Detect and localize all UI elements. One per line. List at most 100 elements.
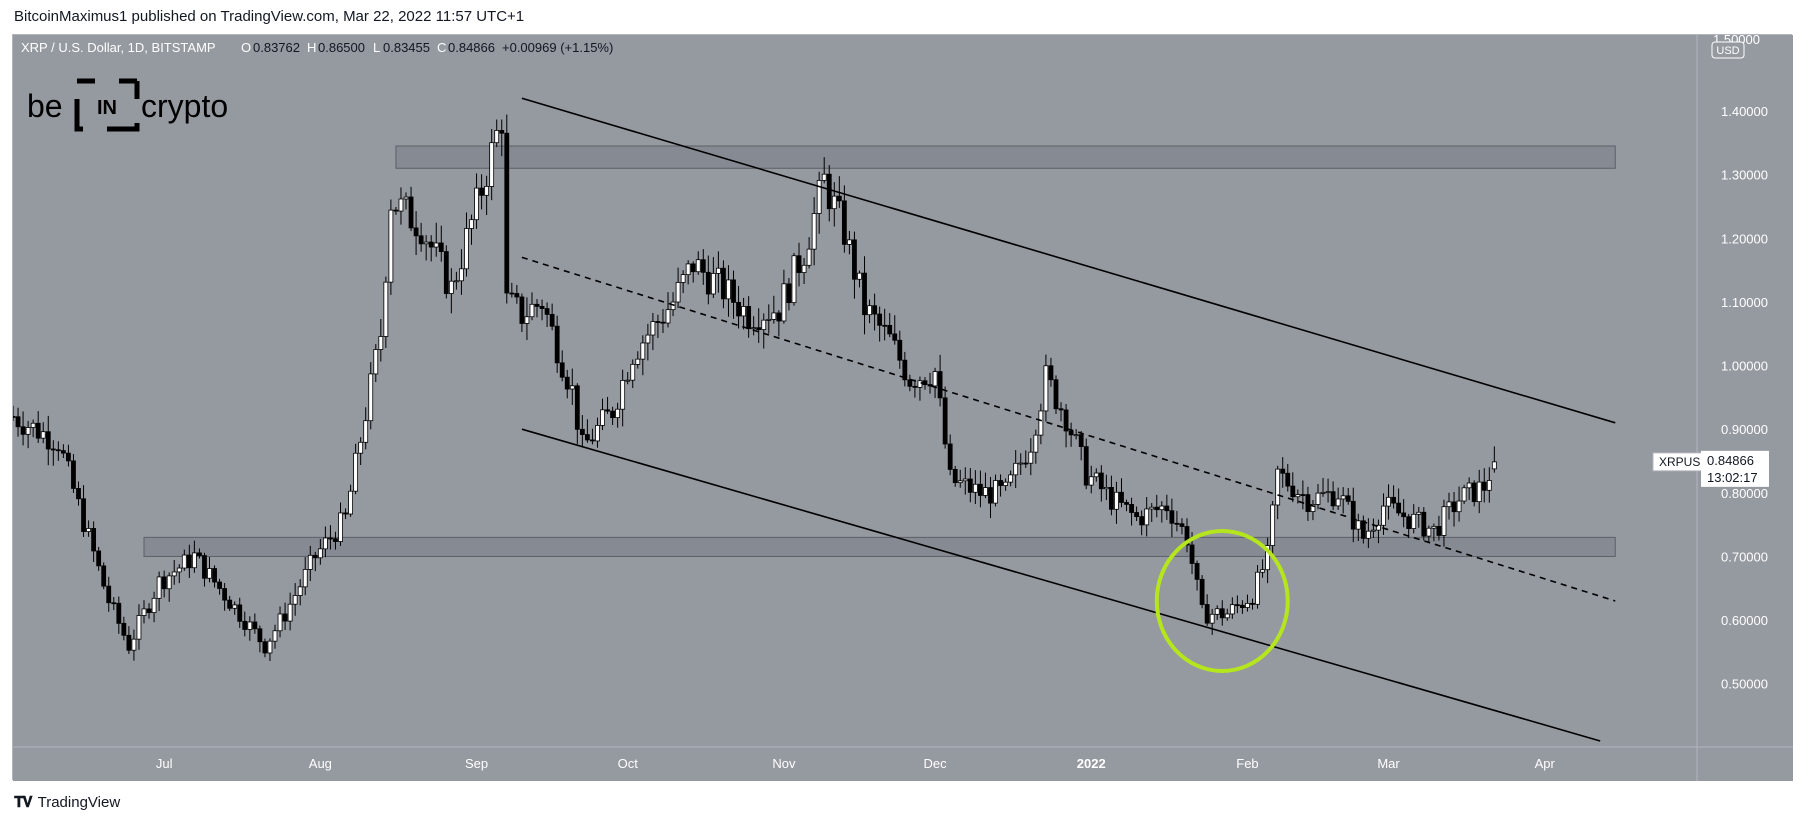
candle-down — [574, 385, 580, 430]
candle-down — [549, 313, 555, 327]
candle-up — [741, 306, 746, 317]
candle-down — [937, 371, 943, 399]
candle-up — [983, 487, 988, 496]
candle-up — [1103, 487, 1109, 490]
time-axis[interactable]: Jul Aug Sep Oct Nov Dec 2022 Feb Mar Apr — [156, 756, 1556, 771]
candle-up — [595, 425, 600, 442]
candle-down — [408, 196, 414, 229]
candle-up — [726, 279, 731, 300]
candle-up — [378, 336, 384, 350]
candle-down — [55, 449, 61, 452]
candle-up — [423, 241, 429, 245]
candle-up — [831, 195, 837, 210]
candle-down — [912, 385, 918, 388]
candle-up — [1491, 461, 1497, 470]
candle-up — [287, 603, 293, 622]
time-axis-label: Sep — [465, 756, 488, 771]
price-tick-label: 1.20000 — [1721, 231, 1768, 246]
candle-down — [1240, 604, 1245, 608]
candle-up — [1018, 462, 1024, 465]
candle-up — [1310, 504, 1316, 512]
candle-down — [96, 550, 102, 567]
candle-up — [569, 385, 575, 390]
candle-down — [1078, 434, 1084, 447]
candle-up — [1144, 508, 1150, 526]
legend-o-value: 0.83762 — [253, 40, 300, 55]
candle-up — [348, 490, 353, 515]
candle-down — [1421, 511, 1427, 537]
legend-h-value: 0.86500 — [318, 40, 365, 55]
candle-down — [1234, 604, 1240, 607]
last-price-countdown: 13:02:17 — [1707, 470, 1758, 485]
candle-down — [882, 324, 888, 327]
candle-up — [529, 303, 535, 318]
candle-down — [186, 554, 192, 569]
time-axis-label: Jul — [156, 756, 173, 771]
symbol-legend[interactable]: XRP / U.S. Dollar, 1D, BITSTAMP O 0.8376… — [21, 40, 613, 55]
candle-up — [307, 554, 313, 570]
candlestick-chart[interactable]: be IN crypto XRP / U.S. Dollar, 1D, BITS… — [10, 32, 1793, 781]
candle-down — [146, 608, 152, 614]
candle-down — [988, 487, 993, 504]
candle-up — [1149, 506, 1155, 510]
candle-down — [91, 528, 97, 552]
price-tick-label: 1.10000 — [1721, 295, 1768, 310]
candle-down — [1164, 505, 1170, 512]
candle-down — [700, 259, 706, 273]
candle-up — [1476, 481, 1482, 503]
candle-up — [181, 554, 187, 569]
candle-up — [665, 309, 671, 324]
chart-frame[interactable]: be IN crypto XRP / U.S. Dollar, 1D, BITS… — [10, 32, 1793, 781]
candle-up — [338, 512, 343, 542]
candle-down — [877, 313, 883, 326]
price-tick-label: 1.30000 — [1721, 168, 1768, 183]
candle-up — [322, 537, 328, 550]
candle-down — [534, 303, 540, 307]
candle-down — [862, 272, 867, 316]
candle-up — [151, 597, 157, 614]
candle-up — [640, 342, 646, 360]
candle-down — [1134, 512, 1140, 517]
plot-background[interactable] — [13, 35, 1697, 747]
candle-down — [1436, 525, 1442, 536]
time-axis-label: Oct — [618, 756, 639, 771]
candle-down — [1053, 379, 1059, 410]
candle-down — [393, 209, 399, 212]
price-tick-label: 0.90000 — [1721, 422, 1768, 437]
candle-up — [1386, 496, 1391, 507]
candle-down — [544, 308, 550, 315]
candle-down — [161, 576, 167, 590]
legend-change: +0.00969 (+1.15%) — [502, 40, 613, 55]
candle-up — [625, 379, 631, 382]
candle-up — [1073, 434, 1079, 437]
candle-down — [242, 620, 248, 630]
candle-up — [675, 282, 681, 303]
candle-up — [297, 586, 303, 596]
price-scale[interactable]: 1.50000 USD 1.400001.300001.200001.10000… — [1711, 32, 1768, 692]
trend-line-channel-top — [521, 97, 1616, 424]
footer-brand[interactable]: 𝐓𝐕 TradingView — [14, 794, 120, 811]
candle-up — [645, 334, 651, 344]
candle-down — [947, 443, 953, 470]
candle-down — [35, 422, 41, 439]
currency-badge — [1711, 41, 1745, 59]
legend-symbol: XRP / U.S. Dollar, 1D, BITSTAMP — [21, 40, 216, 55]
candle-up — [821, 173, 827, 181]
candle-down — [45, 431, 51, 450]
candle-up — [1028, 451, 1034, 464]
candle-up — [30, 422, 36, 428]
candle-up — [1446, 501, 1452, 508]
candle-down — [736, 301, 741, 317]
candle-up — [469, 219, 474, 229]
candle-up — [1214, 608, 1220, 615]
candle-up — [136, 615, 142, 640]
candle-up — [917, 380, 923, 388]
candle-down — [262, 641, 268, 654]
candle-up — [166, 575, 172, 590]
candle-down — [841, 200, 847, 245]
candle-down — [1109, 487, 1114, 510]
candle-up — [1114, 491, 1119, 510]
candle-up — [847, 239, 852, 245]
candle-up — [716, 267, 721, 274]
candle-down — [1098, 472, 1104, 490]
